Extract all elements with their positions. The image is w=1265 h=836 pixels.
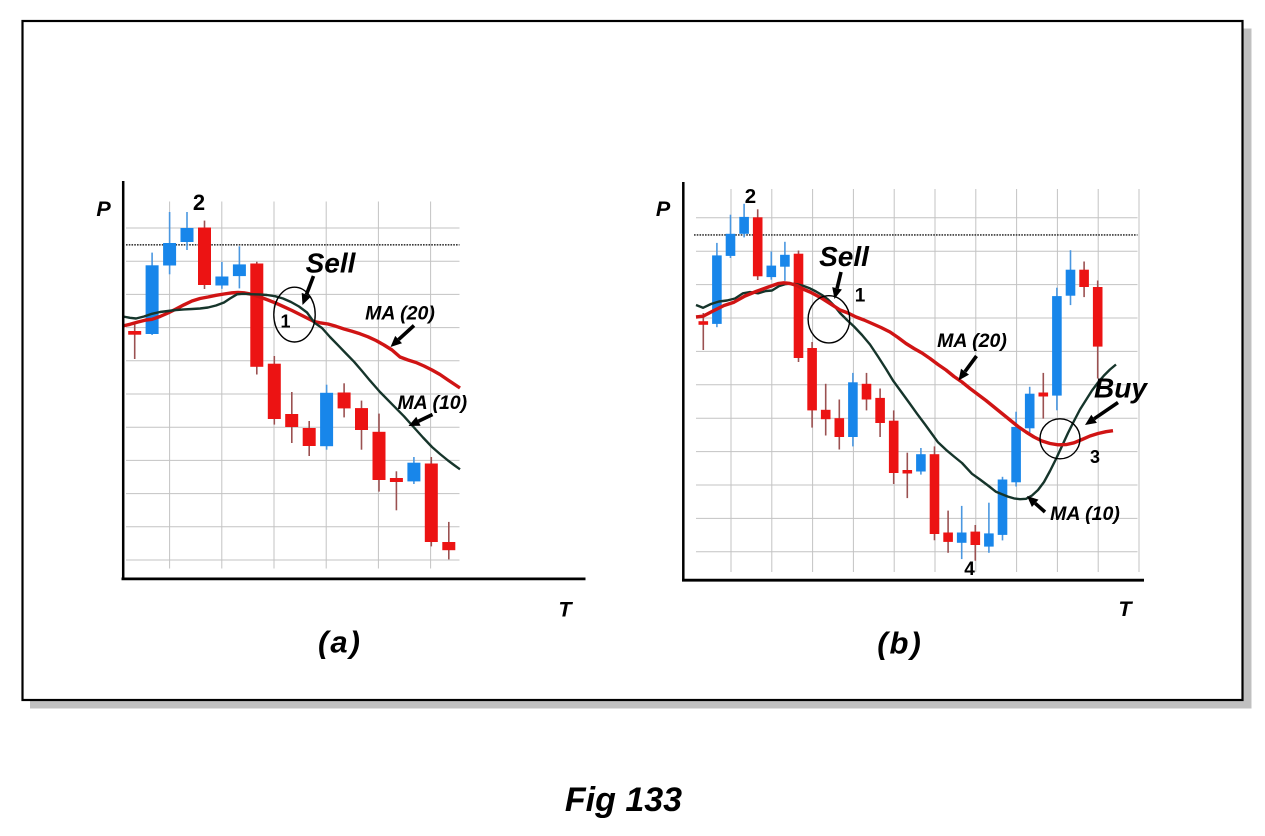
svg-text:P: P (96, 197, 111, 221)
svg-text:1: 1 (855, 286, 866, 307)
svg-text:Fig 133: Fig 133 (565, 781, 682, 819)
svg-text:Sell: Sell (306, 248, 357, 279)
svg-text:3: 3 (1090, 447, 1100, 467)
svg-text:T: T (1118, 597, 1133, 621)
svg-text:P: P (656, 197, 671, 221)
svg-text:MA (20): MA (20) (365, 303, 435, 325)
svg-text:MA (10): MA (10) (1050, 503, 1120, 525)
svg-text:Buy: Buy (1094, 373, 1148, 404)
svg-text:2: 2 (193, 190, 205, 215)
svg-text:MA (20): MA (20) (937, 330, 1007, 352)
svg-text:T: T (558, 598, 573, 622)
svg-text:Sell: Sell (819, 241, 870, 272)
svg-text:4: 4 (964, 559, 975, 580)
svg-text:(b): (b) (877, 626, 923, 661)
svg-text:MA (10): MA (10) (397, 392, 467, 414)
svg-text:(a): (a) (318, 625, 362, 660)
svg-text:1: 1 (280, 312, 290, 332)
svg-text:2: 2 (745, 185, 756, 208)
